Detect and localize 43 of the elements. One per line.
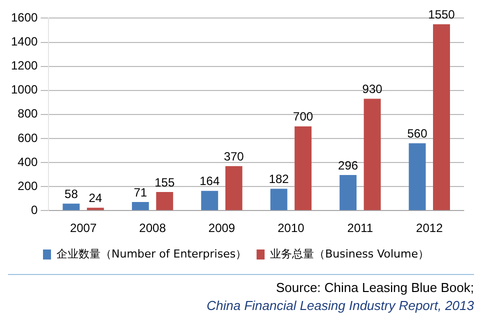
data-label: 164 — [200, 174, 220, 188]
y-tick-label: 0 — [31, 202, 38, 217]
data-label: 71 — [134, 185, 148, 200]
y-tick-label: 1200 — [10, 58, 38, 73]
data-label: 1550 — [428, 8, 456, 22]
data-label: 560 — [407, 126, 428, 141]
bar — [364, 98, 381, 210]
data-label: 24 — [88, 191, 102, 206]
bar — [340, 175, 357, 210]
bar — [294, 126, 312, 210]
y-tick-label: 1000 — [10, 82, 38, 97]
x-tick-label: 2009 — [208, 221, 236, 236]
data-label: 58 — [64, 186, 78, 201]
bar — [156, 192, 174, 210]
x-tick-label: 2008 — [139, 221, 166, 236]
text: China Financial Leasing Industry Report, 2013 — [206, 297, 474, 315]
bar — [201, 190, 218, 210]
data-label: 296 — [338, 158, 358, 172]
data-label: 155 — [154, 175, 175, 190]
x-tick-label: 2010 — [278, 221, 305, 236]
data-label: 930 — [362, 82, 383, 96]
bar — [225, 166, 242, 210]
data-label: 370 — [224, 149, 244, 164]
y-tick-label: 400 — [18, 154, 38, 169]
x-tick-label: 2011 — [347, 221, 374, 236]
bar — [270, 188, 288, 210]
y-tick-label: 1600 — [10, 10, 38, 25]
legend-label: 业务总量（Business Volume） — [270, 247, 430, 260]
source-note: Source: China Leasing Blue Book; — [274, 279, 474, 297]
bar — [433, 24, 450, 210]
bar — [62, 204, 80, 210]
legend-label: 企业数量（Number of Enterprises） — [56, 247, 247, 260]
bar — [408, 143, 426, 210]
y-tick-label: 800 — [18, 106, 38, 121]
x-tick-label: 2012 — [416, 221, 444, 236]
bar — [132, 202, 149, 210]
data-label: 182 — [268, 172, 290, 186]
data-label: 700 — [293, 110, 314, 124]
x-tick-label: 2007 — [70, 221, 97, 236]
bar — [86, 208, 104, 210]
y-tick-label: 200 — [18, 178, 38, 193]
y-tick-label: 1400 — [10, 34, 38, 49]
y-tick-label: 600 — [18, 130, 38, 145]
